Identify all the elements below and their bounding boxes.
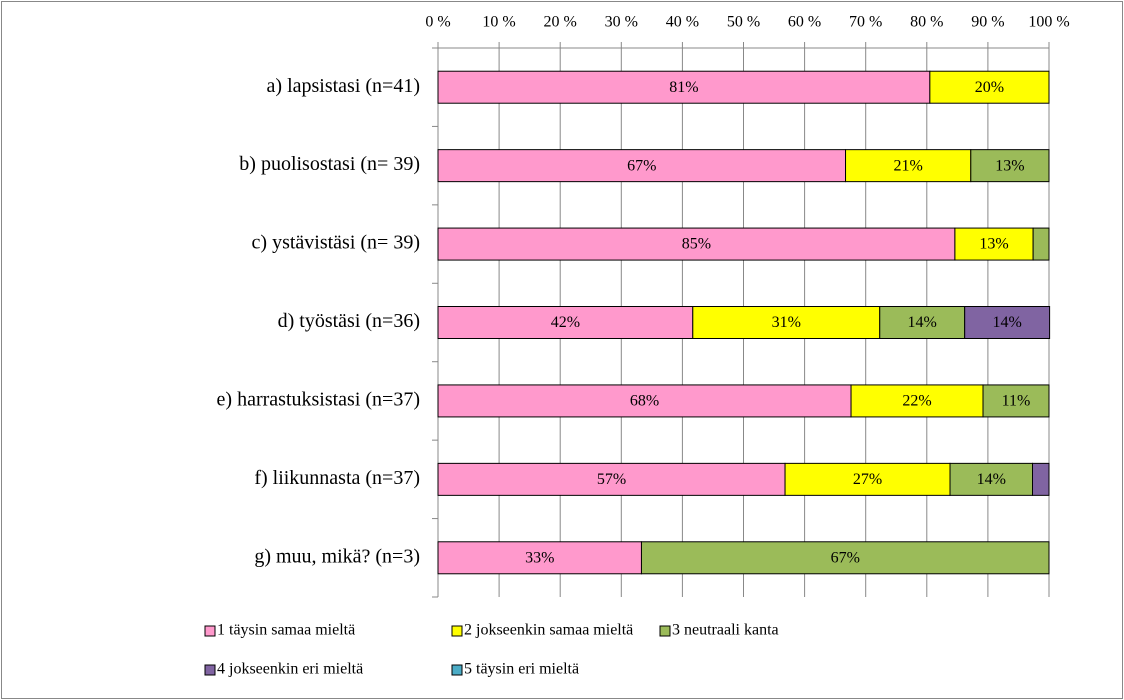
- bar-segment: [982, 384, 1050, 418]
- bar-segment: [437, 306, 694, 339]
- y-tick-label: g) muu, mikä? (n=3): [254, 545, 420, 567]
- legend-label: 4 jokseenkin eri mieltä: [217, 661, 363, 678]
- x-tick-label: 20 %: [544, 14, 577, 31]
- data-label: 85%: [682, 236, 711, 253]
- legend-label: 5 täysin eri mieltä: [464, 661, 579, 678]
- x-tick-label: 70 %: [849, 14, 882, 31]
- x-tick-label: 80 %: [910, 14, 943, 31]
- data-label: 13%: [995, 157, 1024, 174]
- bar-segment: [437, 384, 852, 418]
- x-tick-label: 0 %: [425, 14, 450, 31]
- y-tick-label: b) puolisostasi (n= 39): [239, 153, 420, 175]
- data-label: 31%: [772, 314, 801, 331]
- data-label: 57%: [597, 471, 626, 488]
- legend-swatch: [204, 625, 216, 637]
- bar-segment: [437, 70, 931, 104]
- x-tick-label: 40 %: [666, 14, 699, 31]
- legend-swatch: [451, 625, 463, 637]
- bar-segment: [437, 462, 786, 496]
- data-label: 14%: [977, 471, 1006, 488]
- bar-segment: [954, 227, 1034, 261]
- data-label: 11%: [1002, 393, 1031, 410]
- x-tick-label: 30 %: [605, 14, 638, 31]
- bar-segment: [1032, 462, 1050, 496]
- data-label: 20%: [975, 79, 1004, 96]
- legend-swatch: [451, 664, 463, 676]
- bar-segment: [437, 227, 956, 261]
- x-tick-label: 50 %: [727, 14, 760, 31]
- data-label: 33%: [525, 549, 554, 566]
- data-label: 42%: [551, 314, 580, 331]
- data-label: 27%: [853, 471, 882, 488]
- bar-segment: [970, 149, 1050, 183]
- bar-segment: [929, 70, 1050, 104]
- x-tick-label: 60 %: [788, 14, 821, 31]
- bar-segment: [640, 541, 1050, 575]
- y-tick-label: a) lapsistasi (n=41): [267, 75, 420, 97]
- data-label: 22%: [902, 393, 931, 410]
- y-tick-label: f) liikunnasta (n=37): [254, 467, 420, 489]
- x-tick-label: 10 %: [482, 14, 515, 31]
- legend-swatch: [204, 664, 216, 676]
- data-label: 21%: [894, 157, 923, 174]
- legend-label: 1 täysin samaa mieltä: [217, 622, 355, 639]
- x-tick-label: 100 %: [1028, 14, 1069, 31]
- data-label: 14%: [992, 314, 1021, 331]
- x-tick-label: 90 %: [971, 14, 1004, 31]
- data-label: 13%: [979, 236, 1008, 253]
- bar-segment: [1032, 227, 1050, 261]
- y-tick-label: c) ystävistäsi (n= 39): [252, 232, 420, 254]
- y-tick-label: d) työstäsi (n=36): [278, 310, 420, 332]
- bar-segment: [845, 149, 972, 183]
- data-label: 68%: [630, 393, 659, 410]
- legend-label: 2 jokseenkin samaa mieltä: [464, 622, 633, 639]
- bar-segment: [964, 306, 1051, 339]
- bar-segment: [437, 149, 847, 183]
- legend-label: 3 neutraali kanta: [672, 622, 779, 639]
- data-label: 81%: [669, 79, 698, 96]
- data-label: 67%: [831, 549, 860, 566]
- y-tick-label: e) harrastuksistasi (n=37): [217, 389, 420, 411]
- bar-segment: [949, 462, 1034, 496]
- legend-swatch: [659, 625, 671, 637]
- data-label: 14%: [908, 314, 937, 331]
- data-label: 67%: [627, 157, 656, 174]
- bar-segment: [437, 541, 642, 575]
